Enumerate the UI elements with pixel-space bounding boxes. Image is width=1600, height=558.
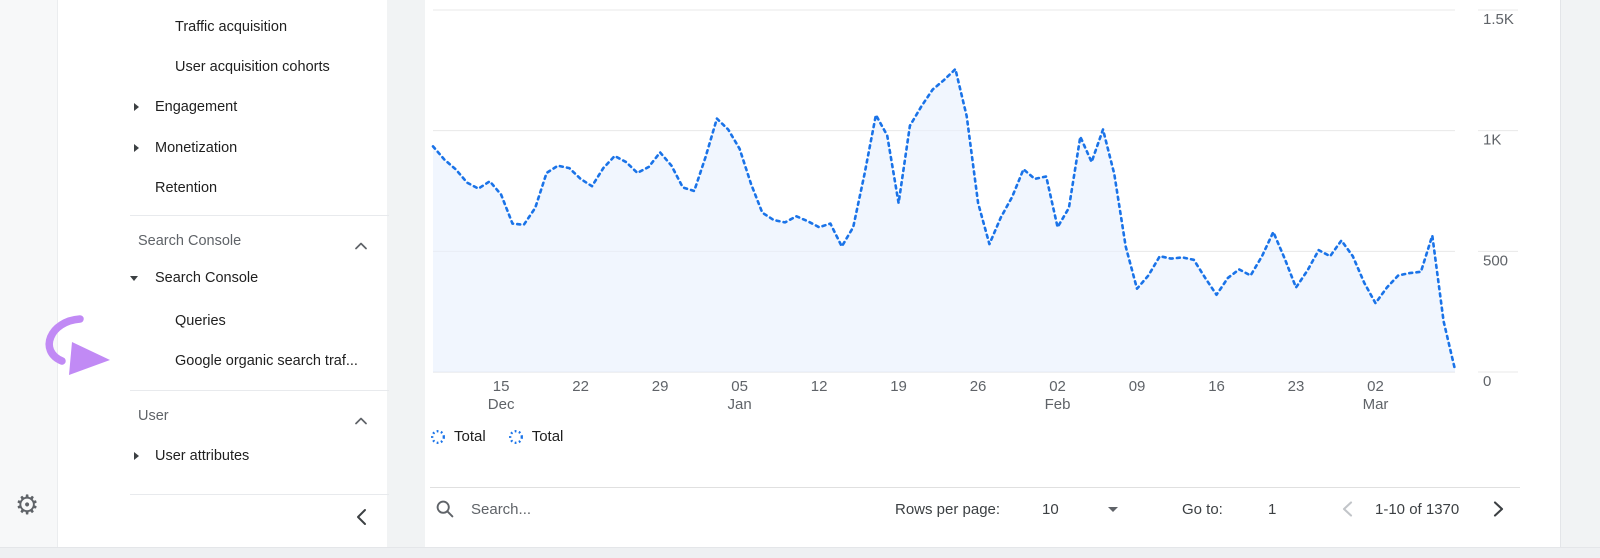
svg-text:Jan: Jan: [728, 396, 752, 413]
chevron-up-icon[interactable]: [355, 413, 367, 429]
sidebar-item-label: Search Console: [155, 270, 259, 286]
rows-per-page-dropdown[interactable]: [1108, 487, 1118, 531]
svg-text:Dec: Dec: [488, 396, 515, 413]
svg-text:19: 19: [890, 378, 907, 395]
svg-text:16: 16: [1208, 378, 1225, 395]
sidebar-item-retention[interactable]: Retention: [58, 174, 387, 202]
svg-text:02: 02: [1049, 378, 1066, 395]
svg-text:Mar: Mar: [1363, 396, 1389, 413]
sidebar-item-label: Engagement: [155, 99, 238, 115]
svg-text:12: 12: [811, 378, 828, 395]
table-divider: [430, 487, 1520, 488]
svg-text:15: 15: [493, 378, 510, 395]
sidebar-item-traffic-acquisition[interactable]: Traffic acquisition: [58, 13, 387, 41]
next-page-button[interactable]: [1493, 487, 1505, 531]
chevron-up-icon[interactable]: [355, 238, 367, 254]
sidebar-divider: [130, 494, 389, 495]
expand-triangle-icon[interactable]: [134, 103, 139, 111]
svg-text:1.5K: 1.5K: [1483, 11, 1514, 28]
table-search[interactable]: [435, 487, 731, 531]
expand-triangle-icon[interactable]: [134, 452, 139, 460]
sidebar-item-google-organic-search-traffic[interactable]: Google organic search traf...: [58, 347, 387, 375]
dotted-circle-icon: [508, 429, 523, 444]
svg-text:1K: 1K: [1483, 132, 1501, 149]
page-bottom-band: [0, 547, 1600, 558]
dotted-circle-icon: [431, 429, 445, 444]
svg-text:500: 500: [1483, 252, 1508, 269]
report-navigation-sidebar: Traffic acquisition User acquisition coh…: [58, 0, 389, 547]
section-title: Search Console: [138, 233, 242, 249]
rows-per-page-label: Rows per page:: [895, 500, 1001, 518]
chevron-right-icon: [1493, 501, 1504, 517]
sidebar-item-label: Google organic search traf...: [175, 353, 358, 369]
sidebar-item-label: Monetization: [155, 140, 238, 156]
sidebar-collapse-button[interactable]: [351, 505, 371, 529]
sidebar-item-label: Retention: [155, 180, 218, 196]
go-to-page-value[interactable]: 1: [1268, 500, 1277, 518]
collapse-triangle-icon[interactable]: [130, 275, 138, 281]
sidebar-item-search-console[interactable]: Search Console: [58, 264, 387, 292]
legend-label: Total: [531, 428, 564, 445]
sidebar-item-label: Traffic acquisition: [175, 19, 288, 35]
section-title: User: [138, 408, 169, 424]
sidebar-item-engagement[interactable]: Engagement: [58, 93, 387, 121]
sidebar-item-user-attributes[interactable]: User attributes: [58, 442, 387, 470]
sidebar-item-label: User attributes: [155, 448, 250, 464]
legend-item-total-1[interactable]: Total: [430, 428, 486, 445]
section-header-user[interactable]: User: [58, 402, 387, 430]
svg-text:Feb: Feb: [1045, 396, 1071, 413]
sidebar-divider: [130, 215, 389, 216]
caret-down-icon: [1108, 506, 1118, 512]
sidebar-item-label: User acquisition cohorts: [175, 59, 330, 75]
svg-text:09: 09: [1129, 378, 1146, 395]
sidebar-item-monetization[interactable]: Monetization: [58, 134, 387, 162]
legend-label: Total: [454, 428, 486, 445]
chevron-left-icon: [356, 509, 366, 525]
report-main-card: 0 500 1K 1.5K 15 Dec 22 29 05 Jan 12 19 26 02 Feb 09 16 2…: [425, 0, 1561, 547]
pagination-range: 1-10 of 1370: [1375, 500, 1460, 518]
chevron-left-icon: [1342, 501, 1353, 517]
sidebar-item-user-acquisition-cohorts[interactable]: User acquisition cohorts: [58, 53, 387, 81]
svg-text:02: 02: [1367, 378, 1384, 395]
table-toolbar: Rows per page: 10 Go to: 1 1-10 of 1370: [425, 487, 1561, 531]
sidebar-item-queries[interactable]: Queries: [58, 307, 387, 335]
svg-text:26: 26: [970, 378, 987, 395]
go-to-label: Go to:: [1182, 500, 1223, 518]
svg-text:22: 22: [572, 378, 589, 395]
rows-per-page-value[interactable]: 10: [1042, 500, 1059, 518]
app-left-rail: ⚙: [0, 0, 58, 558]
chart-legend: Total Total: [430, 428, 563, 445]
legend-item-total-2[interactable]: Total: [508, 428, 564, 445]
sidebar-item-label: Queries: [175, 313, 226, 329]
svg-text:29: 29: [652, 378, 669, 395]
svg-text:05: 05: [731, 378, 748, 395]
previous-page-button[interactable]: [1341, 487, 1353, 531]
search-input[interactable]: [471, 500, 731, 518]
expand-triangle-icon[interactable]: [134, 144, 139, 152]
sidebar-divider: [130, 390, 389, 391]
search-icon: [436, 500, 454, 518]
timeseries-chart[interactable]: 0 500 1K 1.5K 15 Dec 22 29 05 Jan 12 19 26 02 Feb 09 16 2…: [425, 0, 1561, 418]
section-header-search-console[interactable]: Search Console: [58, 227, 387, 255]
admin-gear-icon[interactable]: ⚙: [15, 490, 40, 520]
svg-text:23: 23: [1288, 378, 1305, 395]
svg-text:0: 0: [1483, 373, 1491, 390]
